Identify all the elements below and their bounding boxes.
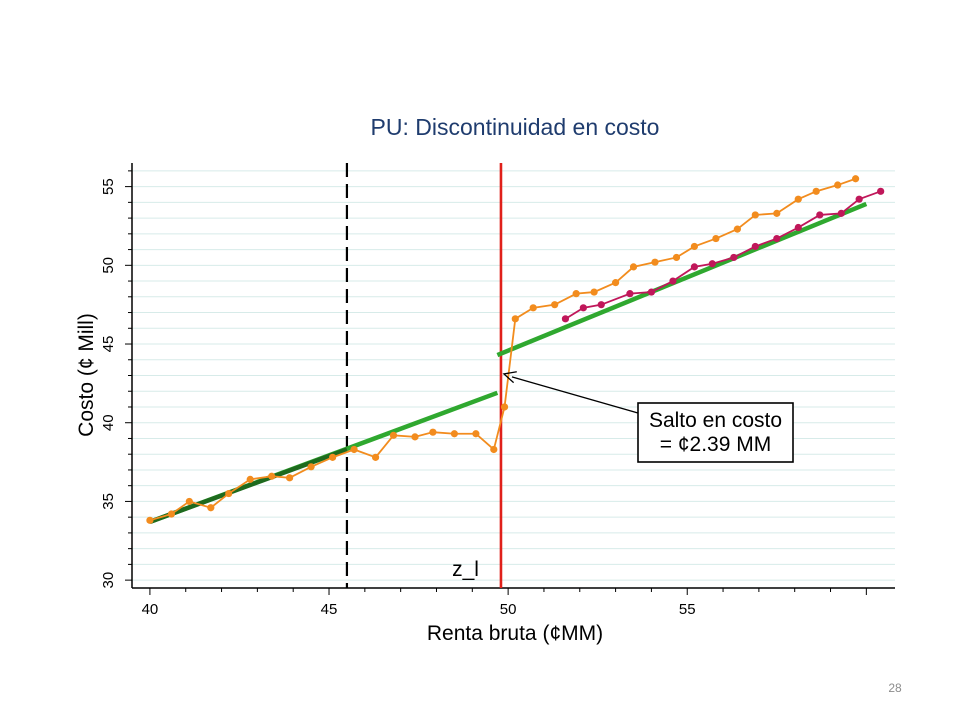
data-point [611,279,620,287]
data-point [708,260,716,268]
data-point [794,195,802,203]
y-tick-label: 55 [100,178,117,195]
data-point [851,175,860,183]
data-point [268,472,276,480]
data-point [626,290,634,298]
annotation: Salto en costo= ¢2.39 MM [502,371,794,463]
y-tick-label: 40 [100,414,117,431]
data-point [185,497,193,506]
data-point [561,315,570,323]
data-point [751,242,759,251]
data-point [167,510,176,518]
data-point [669,277,677,285]
y-tick-label: 45 [100,336,117,353]
data-point [597,301,605,309]
data-point [225,489,233,498]
data-point [207,504,215,512]
data-point [812,187,820,195]
cutoff-label: z_l [452,558,479,581]
y-tick-label: 35 [100,493,117,510]
data-point [855,195,863,203]
fit-line [496,201,868,358]
data-point [773,209,781,217]
data-point [794,223,802,232]
fit-line [149,447,348,525]
page-number: 28 [888,681,902,695]
data-point [411,433,419,441]
x-tick-label: 45 [321,601,338,618]
axes: 30 35 40 45 50 55 40 45 50 55 [100,163,895,618]
data-point [629,263,638,271]
data-point [490,445,498,454]
reference-lines: z_l [345,163,503,588]
data-point [371,453,380,461]
annotation-line-2: = ¢2.39 MM [660,433,771,456]
x-tick-label: 40 [142,601,159,618]
data-point [572,290,580,298]
data-point [429,428,437,436]
data-point [472,430,480,438]
data-point [877,187,885,195]
data-point [590,288,598,296]
data-point [730,253,738,262]
chart-title: PU: Discontinuidad en costo [371,114,660,140]
data-point [350,445,358,454]
x-axis-label: Renta bruta (¢MM) [427,622,603,645]
data-point [307,463,315,471]
data-point [246,475,254,483]
gridlines [132,170,895,581]
data-point [579,304,587,312]
data-point [751,211,759,219]
data-point [286,474,294,482]
annotation-box [637,402,794,463]
data-point [511,315,519,323]
data-point [329,453,337,461]
data-series [146,175,885,524]
fit-lines [149,201,868,525]
data-point [690,263,698,271]
y-tick-label: 50 [100,257,117,274]
data-point [551,301,559,309]
data-point [733,225,741,233]
x-tick-label: 55 [679,601,696,618]
y-axis-label: Costo (¢ Mill) [75,313,98,437]
data-point [146,516,154,524]
x-tick-label: 50 [500,601,517,618]
y-tick-label: 30 [100,572,117,589]
data-point [647,288,656,296]
data-point [651,258,659,266]
data-point [834,181,842,189]
data-point [450,430,458,438]
data-point [816,211,824,219]
series-line [149,177,856,522]
series-line [564,190,881,320]
data-point [529,304,537,312]
data-point [773,234,781,243]
annotation-arrowhead [502,371,517,384]
data-point [672,253,681,262]
data-point [837,209,845,217]
annotation-arrow-line [511,376,639,414]
data-point [389,431,398,439]
data-point [712,234,720,243]
annotation-line-1: Salto en costo [649,409,782,432]
data-point [500,403,509,411]
data-point [690,242,698,251]
